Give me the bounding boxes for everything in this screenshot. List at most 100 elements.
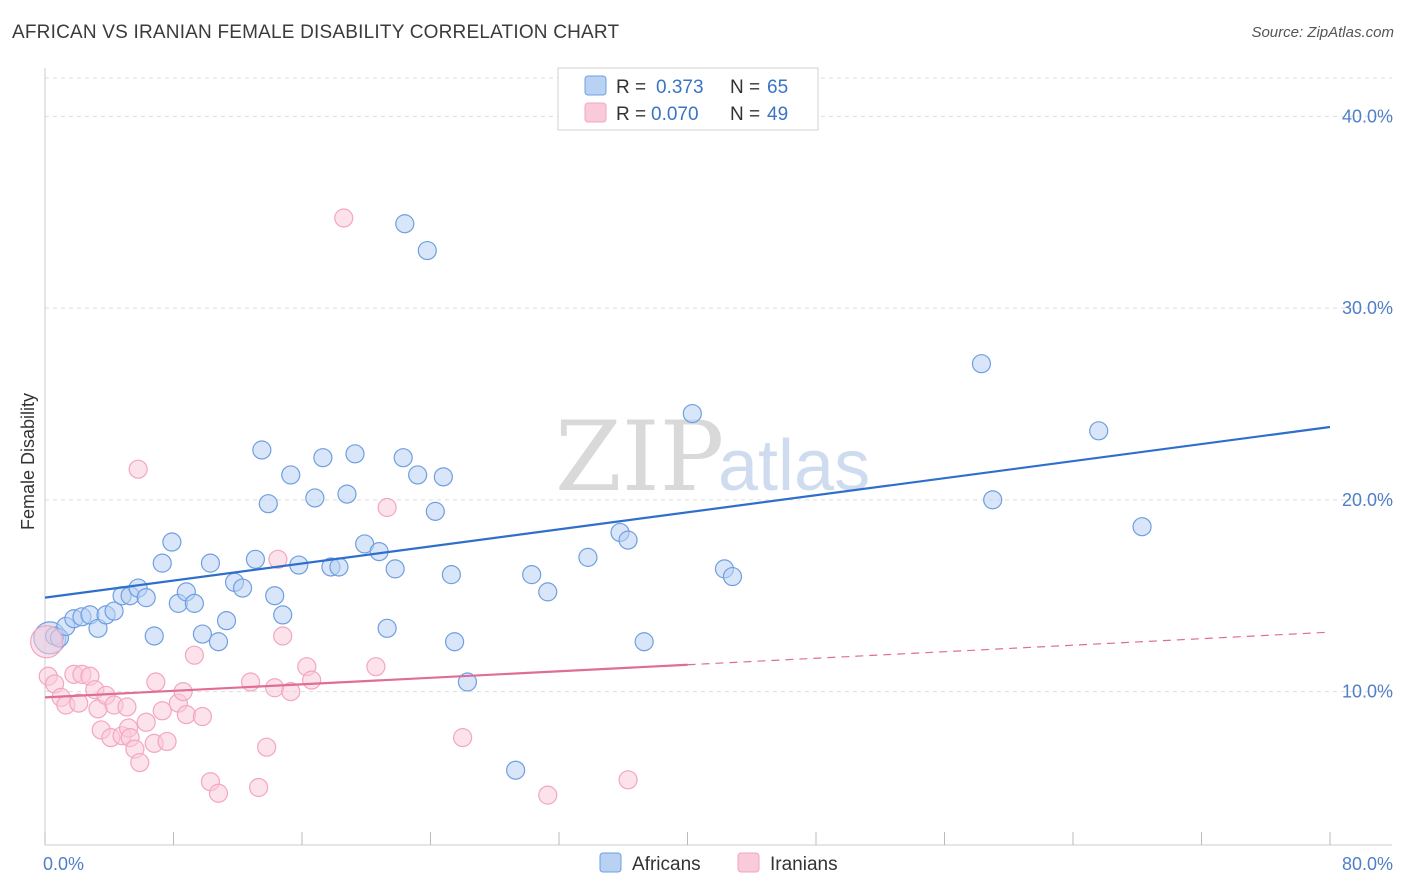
iranians-point xyxy=(69,693,89,713)
iranians-point xyxy=(273,626,293,646)
iranians-point xyxy=(268,549,288,569)
iranians-point xyxy=(281,681,301,702)
africans-point xyxy=(425,501,445,521)
iranians-point xyxy=(257,737,277,757)
legend-iranians-swatch xyxy=(584,102,607,123)
y-tick-label: 20.0% xyxy=(1342,490,1393,510)
africans-point xyxy=(313,448,333,468)
iranians-point xyxy=(208,783,229,803)
bottom-legend-africans-swatch xyxy=(599,852,622,873)
iranians-point xyxy=(249,777,269,798)
watermark-atlas: atlas xyxy=(718,426,870,506)
iranians-point xyxy=(146,672,166,692)
iranians-point xyxy=(192,706,213,727)
africans-point xyxy=(433,467,453,487)
africans-point xyxy=(983,490,1003,510)
africans-point xyxy=(232,578,253,598)
africans-point xyxy=(408,465,428,485)
chart-title: AFRICAN VS IRANIAN FEMALE DISABILITY COR… xyxy=(12,22,620,43)
africans-point xyxy=(258,494,278,514)
legend-iranians-n-value: 49 xyxy=(767,104,788,125)
africans-point xyxy=(457,672,478,692)
bottom-legend: Africans Iranians xyxy=(599,852,838,875)
y-axis-label: Female Disability xyxy=(18,393,38,530)
x-tick-label: 0.0% xyxy=(43,854,84,874)
legend-iranians-r-value: 0.070 xyxy=(651,104,699,125)
africans-point xyxy=(538,582,558,602)
africans-point xyxy=(208,632,229,652)
africans-point xyxy=(245,549,266,569)
iranians-point xyxy=(130,752,150,773)
africans-point xyxy=(162,532,182,552)
iranians-point xyxy=(184,645,204,665)
africans-point xyxy=(444,632,465,652)
axes xyxy=(44,68,1392,846)
iranians-point xyxy=(176,705,196,725)
africans-point xyxy=(634,632,654,652)
trend-lines xyxy=(44,425,1331,699)
y-tick-label: 10.0% xyxy=(1342,682,1393,702)
y-tick-label: 30.0% xyxy=(1342,298,1393,318)
legend-africans-r-label: R = xyxy=(616,77,646,98)
iranians-point xyxy=(377,497,397,518)
legend-africans-n-value: 65 xyxy=(767,77,788,98)
africans-point xyxy=(393,448,413,468)
x-tick-label: 80.0% xyxy=(1342,854,1393,874)
africans-point xyxy=(265,586,285,606)
watermark: ZIP atlas xyxy=(555,401,870,513)
legend-iranians-n-label: N = xyxy=(730,104,760,125)
iranians-point xyxy=(334,208,354,228)
africans-point xyxy=(184,593,204,613)
africans-point xyxy=(377,618,397,638)
africans-point xyxy=(337,484,357,504)
africans-point xyxy=(136,588,156,608)
africans-point xyxy=(281,465,301,485)
iranians-point xyxy=(618,770,638,790)
bottom-legend-iranians-swatch xyxy=(737,852,760,873)
africans-point xyxy=(192,624,213,644)
africans-point xyxy=(216,611,237,631)
africans-point xyxy=(152,553,172,573)
iranians-point xyxy=(538,785,558,805)
africans-point xyxy=(441,565,461,585)
africans-trend-line xyxy=(44,425,1331,599)
bottom-legend-africans-label: Africans xyxy=(632,854,701,875)
africans-point xyxy=(578,547,598,567)
legend: R = 0.373 N = 65 R = 0.070 N = 49 xyxy=(557,67,819,131)
africans-point xyxy=(722,566,743,587)
legend-africans-swatch xyxy=(584,75,607,96)
africans-point xyxy=(273,605,293,625)
africans-point xyxy=(252,440,272,460)
africans-point xyxy=(395,214,415,234)
bottom-legend-iranians-label: Iranians xyxy=(770,854,838,875)
africans-point xyxy=(417,240,437,261)
y-tick-labels: 10.0% 20.0% 30.0% 40.0% xyxy=(1342,106,1393,701)
africans-point xyxy=(144,626,164,646)
iranians-point xyxy=(30,625,64,659)
iranians-trend-extension xyxy=(687,631,1331,666)
iranians-point xyxy=(366,657,386,677)
africans-point xyxy=(971,354,992,374)
iranians-point xyxy=(302,670,322,690)
iranians-point xyxy=(157,731,177,752)
africans-point xyxy=(104,601,124,621)
africans-point xyxy=(682,403,702,424)
legend-africans-n-label: N = xyxy=(730,77,760,98)
africans-point xyxy=(1089,421,1109,441)
iranians-point xyxy=(265,678,285,698)
iranians-point xyxy=(117,697,137,717)
iranians-point xyxy=(136,712,156,732)
africans-point xyxy=(1132,517,1152,537)
y-tick-label: 40.0% xyxy=(1342,106,1393,126)
africans-point xyxy=(506,760,526,780)
africans-point xyxy=(345,444,365,464)
africans-point xyxy=(618,530,638,550)
africans-point xyxy=(305,488,325,508)
iranians-point xyxy=(152,701,172,721)
africans-point xyxy=(329,557,349,577)
source-label: Source: ZipAtlas.com xyxy=(1251,24,1394,41)
africans-point xyxy=(522,565,542,585)
legend-africans-r-value: 0.373 xyxy=(656,77,704,98)
iranians-point xyxy=(128,459,148,479)
